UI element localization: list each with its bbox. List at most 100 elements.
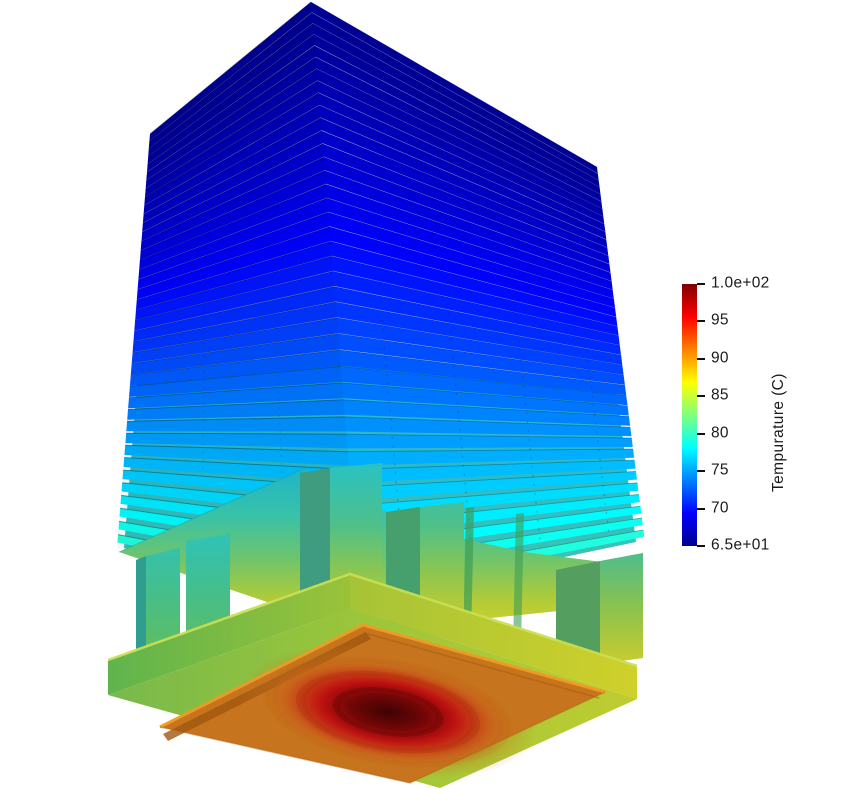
fin-edge-line [350, 470, 637, 488]
fin-edge-line [339, 349, 625, 386]
colorbar-title: Tempurature (C) [770, 373, 787, 492]
fin [140, 157, 611, 273]
fin-edge-line [145, 80, 318, 189]
fin-edge-line [352, 482, 638, 507]
fin [139, 184, 613, 290]
fin-edge-line [140, 170, 325, 252]
base-right-face [350, 575, 637, 699]
fin-edge-line [323, 156, 610, 265]
fin-edge-line [146, 56, 316, 173]
fin-edge-line [318, 92, 605, 225]
fin-edge-line [148, 23, 314, 150]
fin [149, 2, 598, 174]
fin [133, 286, 621, 355]
fin [148, 12, 599, 181]
fin-edge-line [320, 117, 607, 241]
colorbar-ticks: 1.0e+02 95 90 85 80 75 70 6.5e+01 [682, 274, 832, 553]
fin-edge-line [149, 12, 313, 142]
fin [144, 92, 606, 232]
fin [129, 349, 627, 396]
fin [148, 23, 600, 188]
fin-edge-line [344, 416, 631, 428]
fin-edge-line [130, 349, 340, 376]
fin-edge-line [322, 143, 609, 257]
pedestal-groove [513, 513, 524, 646]
fin [145, 68, 604, 217]
fin-edge-line [125, 444, 348, 453]
fin-edge-line [147, 33, 314, 157]
post-side-face [556, 561, 600, 668]
hotspot-isoband [265, 657, 511, 767]
fin-edge-line [326, 197, 613, 291]
fin-edge-line [143, 117, 321, 215]
fin [127, 399, 631, 426]
tick-label: 1.0e+02 [711, 274, 770, 292]
tick-mark [697, 432, 705, 435]
tick-mark [697, 357, 705, 360]
fin [125, 433, 633, 449]
fin [130, 333, 625, 385]
tick-label: 90 [711, 349, 729, 367]
fin-hole-seam [263, 63, 283, 476]
tick-label: 70 [711, 498, 729, 516]
source-plate-bottom-edge [159, 691, 606, 784]
fin-edge-line [338, 333, 624, 376]
pedestal-groove [463, 507, 474, 641]
colorbar-gradient [682, 284, 697, 546]
fin-edge-line [346, 433, 632, 439]
fin [142, 130, 609, 256]
post-front-face [186, 534, 230, 647]
fin [136, 226, 617, 317]
fin-edge-line [139, 197, 328, 271]
fin-edge-line [347, 448, 634, 453]
fin-edge-line [315, 56, 602, 203]
fin-edge-line [144, 104, 320, 206]
fin [145, 80, 605, 224]
fin-hole-seam [495, 125, 542, 548]
tick-label: 6.5e+01 [711, 536, 770, 554]
pedestal-edge [118, 467, 306, 553]
fin [136, 241, 618, 327]
fin-edge-line [310, 1, 598, 168]
tick-mark [697, 395, 705, 398]
fin [126, 416, 632, 437]
fin-edge-line [324, 170, 611, 274]
fin-edge-line [124, 457, 350, 470]
hotspot [239, 645, 537, 779]
fin-edge-line [136, 240, 331, 301]
fin [147, 34, 601, 195]
fin-edge-line [321, 130, 608, 249]
hotspot-isoband [295, 670, 481, 754]
tick-mark [697, 470, 705, 473]
fin-edge-line [328, 211, 615, 300]
fin-edge-line [342, 382, 628, 407]
source-plate-edge-shadow [367, 633, 600, 699]
fin-edge-line [319, 104, 606, 233]
fin-edge-line [146, 68, 317, 181]
colorbar[interactable]: 1.0e+02 95 90 85 80 75 70 6.5e+01 Tempurature (… [682, 274, 832, 584]
tick-mark [697, 320, 705, 323]
fin [140, 170, 612, 281]
fin [128, 382, 629, 416]
fin-edge-line [134, 270, 334, 321]
post-side-face [300, 468, 330, 602]
fin-edge-line [349, 459, 635, 470]
fin-edge-line [141, 156, 324, 242]
fin [143, 105, 607, 240]
source-plate-edge-highlight [159, 623, 606, 729]
tick-mark [697, 507, 705, 510]
fin [138, 198, 614, 299]
fin-edge-line [131, 333, 339, 365]
post-front-face [600, 553, 643, 664]
tick-mark [697, 283, 705, 285]
fin-edge-line [335, 301, 622, 356]
fin-edge-line [127, 416, 346, 422]
fin-edge-line [312, 23, 599, 181]
fin-edge-line [135, 255, 332, 311]
fin-edge-line [343, 399, 629, 417]
fin-edge-line [325, 183, 612, 282]
hotspot-gradient [239, 645, 537, 779]
fin-edge-line [330, 240, 617, 318]
fin [141, 143, 610, 264]
